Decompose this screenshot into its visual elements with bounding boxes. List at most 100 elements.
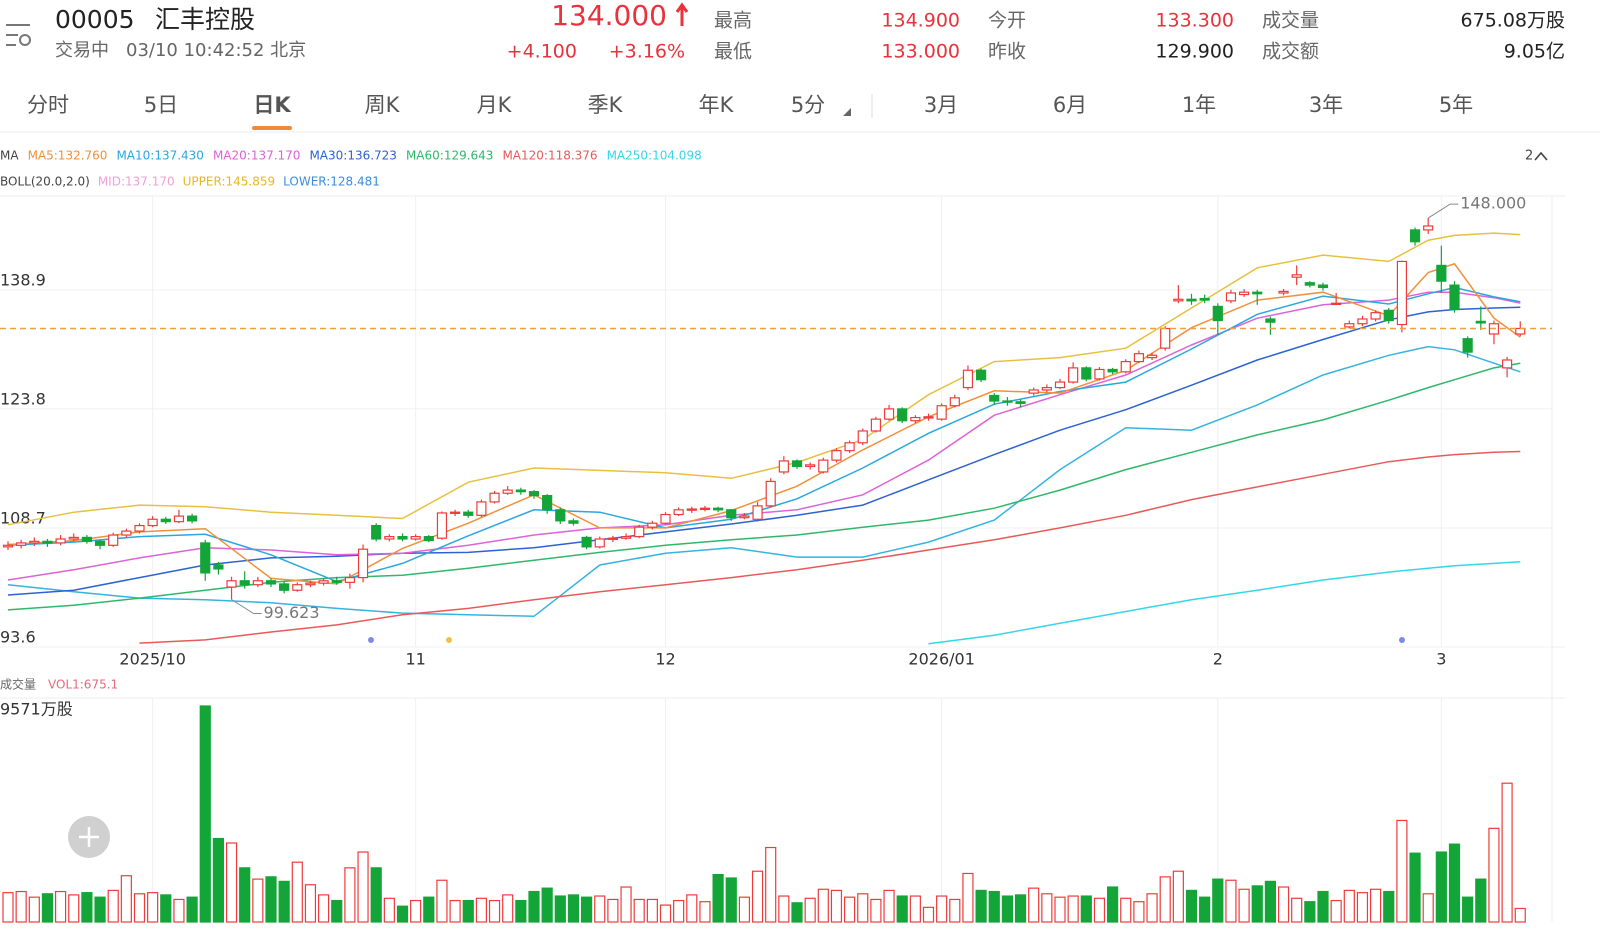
annotation-leader — [231, 599, 262, 615]
candle-body — [1396, 260, 1408, 326]
tab[interactable]: 季K — [588, 93, 624, 117]
event-dot[interactable] — [446, 637, 452, 643]
candle-body — [502, 489, 513, 494]
volume-bar — [291, 861, 303, 923]
dropdown-icon[interactable] — [843, 108, 851, 116]
tab-underline — [252, 126, 292, 130]
volume-bar — [449, 899, 461, 923]
volume-bar — [436, 879, 448, 923]
x-tick-label: 2026/01 — [908, 650, 974, 669]
volume-bar — [515, 899, 527, 923]
tab[interactable]: 5日 — [144, 93, 178, 117]
volume-bar — [68, 894, 80, 923]
ma-legend: MA60:129.643 — [406, 149, 494, 163]
candle-body — [213, 564, 224, 570]
tab[interactable]: 日K — [253, 93, 291, 117]
volume-bar — [1462, 896, 1474, 923]
ma-line — [7, 345, 1521, 618]
candle-body — [279, 583, 290, 591]
candle-body — [699, 507, 711, 511]
volume-bar — [120, 875, 132, 923]
volume-bar — [1120, 897, 1132, 923]
collapse-icon[interactable] — [1534, 151, 1548, 161]
candle-body — [1344, 323, 1355, 328]
menu-icon[interactable] — [6, 24, 31, 46]
ma-legend: MA — [0, 149, 19, 163]
volume-bar — [383, 897, 395, 923]
boll-legend: BOLL(20.0,2.0) — [0, 175, 90, 189]
volume-bar — [1067, 895, 1079, 923]
volume-bar — [633, 898, 645, 923]
stat-label: 昨收 — [988, 41, 1026, 63]
volume-bar — [94, 896, 106, 923]
volume-bar — [1317, 890, 1329, 923]
ma-line — [7, 306, 1521, 596]
candle-body — [331, 580, 342, 583]
candle-body — [187, 515, 198, 522]
volume-bar — [594, 895, 606, 923]
x-tick-label: 11 — [405, 650, 425, 669]
boll-legend: MID:137.170 — [98, 175, 175, 189]
y-tick-label: 138.9 — [0, 270, 46, 289]
stat-label: 成交额 — [1262, 41, 1319, 63]
range-label[interactable]: 2 — [1525, 149, 1533, 164]
volume-bar — [1212, 878, 1224, 923]
volume-bar — [1001, 895, 1014, 923]
volume-bar — [1501, 782, 1513, 923]
volume-bar — [1291, 897, 1303, 923]
candle-body — [160, 518, 171, 523]
candle-body — [581, 536, 592, 548]
stat-label: 最高 — [714, 10, 752, 32]
volume-bar — [988, 890, 1000, 923]
candle-body — [910, 416, 921, 422]
tab[interactable]: 年K — [699, 93, 735, 117]
event-dot[interactable] — [1399, 637, 1405, 643]
tab[interactable]: 周K — [365, 93, 401, 117]
tab[interactable]: 月K — [477, 93, 513, 117]
tab[interactable]: 5年 — [1439, 93, 1473, 117]
volume-bar — [896, 895, 908, 923]
candle-body — [1041, 386, 1052, 391]
trade-status: 交易中 — [55, 40, 109, 61]
candle-body — [818, 459, 829, 473]
tab[interactable]: 6月 — [1053, 93, 1087, 117]
price-plot: MA MA5:132.760 MA10:137.430 MA20:137.170 MA3… — [0, 149, 1552, 923]
volume-bar — [318, 894, 330, 923]
stat-value: 9.05亿 — [1504, 41, 1565, 63]
tab[interactable]: 分时 — [27, 93, 69, 117]
stock-name: 汇丰控股 — [155, 5, 255, 34]
candle-body — [923, 416, 934, 419]
volume-legend: VOL1:675.1 — [48, 678, 118, 692]
candle-body — [1186, 298, 1197, 302]
candle-body — [489, 492, 500, 503]
candle-body — [1212, 305, 1223, 322]
candle-body — [660, 513, 671, 524]
candle-body — [568, 520, 579, 524]
volume-bar — [607, 898, 619, 923]
event-dot[interactable] — [368, 637, 374, 643]
candle-body — [831, 450, 842, 461]
volume-bar — [239, 867, 251, 923]
candle-body — [1383, 309, 1394, 322]
tab[interactable]: 1年 — [1182, 93, 1216, 117]
annotation-label: 99.623 — [264, 603, 320, 622]
candle-body — [1409, 229, 1421, 243]
volume-bar — [1277, 886, 1290, 923]
candle-body — [410, 536, 421, 540]
candle-body — [1317, 284, 1329, 289]
volume-bar — [725, 877, 737, 923]
candle-body — [1107, 368, 1118, 373]
candle-body — [686, 508, 697, 511]
boll-legend: UPPER:145.859 — [183, 175, 275, 189]
tab[interactable]: 3月 — [924, 93, 958, 117]
volume-bar — [1409, 852, 1421, 923]
volume-bar — [1304, 901, 1316, 923]
candle-body — [436, 512, 448, 539]
tab[interactable]: 3年 — [1309, 93, 1343, 117]
tab[interactable]: 5分 — [791, 93, 825, 117]
volume-bar — [1014, 894, 1027, 923]
candle-body — [870, 418, 882, 432]
volume-bar — [160, 894, 172, 923]
add-button[interactable] — [68, 816, 110, 858]
candle-body — [1015, 401, 1026, 404]
